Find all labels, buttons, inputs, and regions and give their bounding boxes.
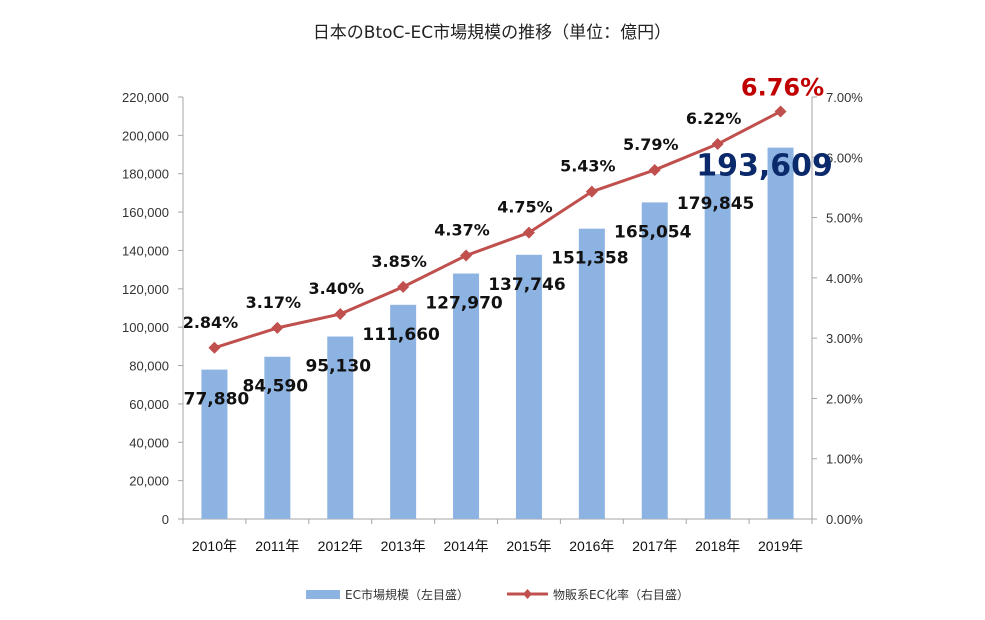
axes: 0 20,000 40,000 60,000 80,000 100,000 120,000 1… [122,90,863,554]
line-marker-diamond [460,249,473,262]
line-marker-diamond [271,321,284,334]
x-tick-label: 2017年 [632,538,677,554]
x-tick-label: 2016年 [569,538,614,554]
chart-title: 日本のBtoC-EC市場規模の推移（単位：億円） [313,23,671,43]
y-right-tick-label: 7.00% [826,90,863,105]
x-tick-label: 2013年 [381,538,426,554]
line-marker-diamond [334,308,347,321]
y-left-tick-label: 0 [162,512,169,527]
bar-value-label: 127,970 [425,294,503,314]
bar-value-label: 95,130 [305,357,371,377]
line-value-label: 3.17% [246,293,302,312]
y-left-tick-label: 20,000 [129,474,169,489]
bar [390,304,417,519]
bar-value-label: 84,590 [243,377,309,397]
line-marker-diamond [648,163,661,176]
x-tick-label: 2019年 [758,538,803,554]
y-left-tick-label: 140,000 [122,243,169,258]
legend-label-bar: EC市場規模（左目盛） [345,587,469,602]
y-left-tick-label: 120,000 [122,282,169,297]
x-tick-label: 2018年 [695,538,740,554]
line-path [213,110,782,350]
bar [453,273,480,519]
line-value-label: 6.22% [686,109,742,128]
y-left-tick-label: 160,000 [122,205,169,220]
line-value-label: 2.84% [183,313,239,332]
line-value-label: 3.85% [371,252,427,271]
y-left-tick-label: 80,000 [129,359,169,374]
y-right-tick-label: 6.00% [826,150,863,165]
y-right-tick-label: 4.00% [826,271,863,286]
legend-marker-diamond-icon [523,589,532,599]
line-value-label: 4.75% [497,198,553,217]
bar-value-label: 77,880 [184,390,250,410]
line-value-label: 5.79% [623,135,679,154]
line-marker-diamond [397,280,410,293]
y-left-tick-label: 200,000 [122,128,169,143]
y-right-tick-label: 1.00% [826,452,863,467]
line-marker-diamond [711,138,724,151]
y-right-tick-label: 2.00% [826,391,863,406]
bar-value-label-highlight: 193,609 [696,149,833,184]
line-value-label: 3.40% [308,279,364,298]
legend-swatch-bar [306,590,340,599]
line-value-label: 4.37% [434,221,490,240]
line-value-label: 5.43% [560,157,616,176]
bar-value-label: 151,358 [551,249,628,269]
legend: EC市場規模（左目盛） 物販系EC化率（右目盛） [306,587,689,602]
line-marker-diamond [774,105,787,118]
bar [641,202,668,519]
bar-value-label: 111,660 [362,325,440,345]
y-right-tick-label: 0.00% [826,512,863,527]
bar [264,356,291,519]
x-tick-label: 2015年 [506,538,551,554]
bar [201,369,228,519]
line-series [208,105,787,354]
bar [767,147,794,519]
bar [327,336,354,519]
line-marker-diamond [585,185,598,198]
bar-value-label: 165,054 [614,222,692,242]
legend-label-line: 物販系EC化率（右目盛） [553,587,689,602]
bar-series [201,147,794,519]
bar [515,254,542,519]
x-tick-label: 2011年 [255,538,299,554]
x-tick-label: 2010年 [192,538,237,554]
line-marker-diamond [208,341,221,354]
y-left-tick-label: 180,000 [122,167,169,182]
line-value-label-highlight: 6.76% [741,73,824,101]
y-left-tick-label: 100,000 [122,320,169,335]
y-left-tick-label: 220,000 [122,90,169,105]
x-tick-label: 2014年 [443,538,488,554]
bar [704,174,731,519]
x-tick-label: 2012年 [318,538,363,554]
y-left-tick-label: 60,000 [129,397,169,412]
y-left-tick-label: 40,000 [129,435,169,450]
line-marker-diamond [522,226,535,239]
y-right-tick-label: 3.00% [826,331,863,346]
bar-value-label: 179,845 [677,194,754,214]
y-right-tick-label: 5.00% [826,211,863,226]
bar [578,228,605,519]
bar-value-label: 137,746 [488,275,565,295]
